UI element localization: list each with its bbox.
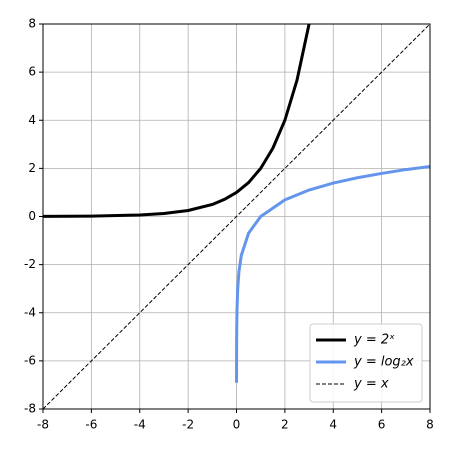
x-tick-label: 0: [233, 418, 241, 432]
y-tick-label: 2: [28, 161, 36, 175]
legend: y = 2ˣ y = log₂x y = x: [309, 323, 423, 403]
legend-label: y = 2ˣ: [353, 333, 395, 348]
x-tick-label: -8: [37, 418, 49, 432]
x-tick-label: 6: [378, 418, 386, 432]
line: [43, 24, 430, 409]
x-tick-label: 8: [426, 418, 434, 432]
y-tick-label: -8: [24, 402, 36, 416]
plot-frame: [42, 23, 431, 410]
y-tick-label: -4: [24, 305, 36, 319]
line: [235, 164, 430, 383]
legend-box: [309, 323, 423, 403]
y-tick-label: 4: [28, 113, 36, 127]
legend-label: y = x: [353, 377, 389, 392]
x-tick-label: -2: [182, 418, 194, 432]
x-tick-label: -6: [85, 418, 97, 432]
line: [43, 24, 311, 218]
plot-area: [43, 24, 430, 409]
y-tick-label: 0: [28, 209, 36, 223]
y-tick-label: -6: [24, 353, 36, 367]
y-tick-label: 6: [28, 65, 36, 79]
y-tick-label: -2: [24, 257, 36, 271]
y-tick-label: 8: [28, 17, 36, 31]
x-tick-label: 4: [329, 418, 337, 432]
x-tick-label: -4: [134, 418, 146, 432]
legend-label: y = log₂x: [353, 355, 414, 370]
x-tick-label: 2: [281, 418, 289, 432]
